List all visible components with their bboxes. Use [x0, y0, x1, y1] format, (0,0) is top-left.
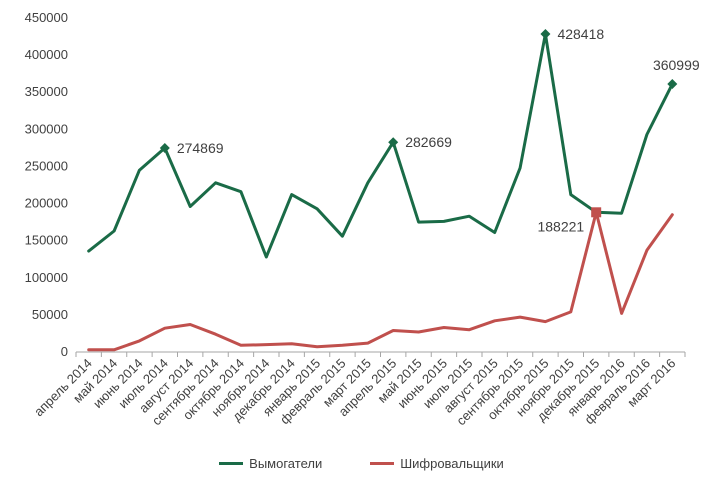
- data-marker: [388, 137, 399, 148]
- data-marker: [667, 79, 678, 90]
- legend-swatch-extortionists: [219, 462, 244, 465]
- data-marker: [591, 207, 602, 218]
- data-marker: [159, 142, 170, 153]
- y-tick-label: 0: [61, 344, 68, 359]
- legend: Вымогатели Шифровальщики: [0, 456, 723, 471]
- y-tick-label: 150000: [25, 233, 68, 248]
- series-line-1: [87, 210, 674, 352]
- y-tick-label: 250000: [25, 158, 68, 173]
- y-tick-label: 300000: [25, 121, 68, 136]
- data-marker: [540, 29, 551, 40]
- y-tick-label: 400000: [25, 47, 68, 62]
- data-label: 274869: [177, 140, 224, 156]
- legend-item-extortionists: Вымогатели: [219, 456, 322, 471]
- data-label: 428418: [557, 26, 604, 42]
- data-label: 188221: [537, 218, 584, 234]
- y-tick-label: 450000: [25, 10, 68, 25]
- series-line-0: [87, 32, 674, 259]
- y-tick-label: 100000: [25, 270, 68, 285]
- data-label: 282669: [405, 134, 452, 150]
- y-tick-label: 200000: [25, 196, 68, 211]
- y-tick-label: 50000: [32, 307, 68, 322]
- y-tick-label: 350000: [25, 84, 68, 99]
- legend-swatch-encryptors: [370, 462, 395, 465]
- data-label: 360999: [653, 57, 700, 73]
- legend-label-extortionists: Вымогатели: [249, 456, 323, 471]
- legend-item-encryptors: Шифровальщики: [370, 456, 504, 471]
- legend-label-encryptors: Шифровальщики: [400, 456, 504, 471]
